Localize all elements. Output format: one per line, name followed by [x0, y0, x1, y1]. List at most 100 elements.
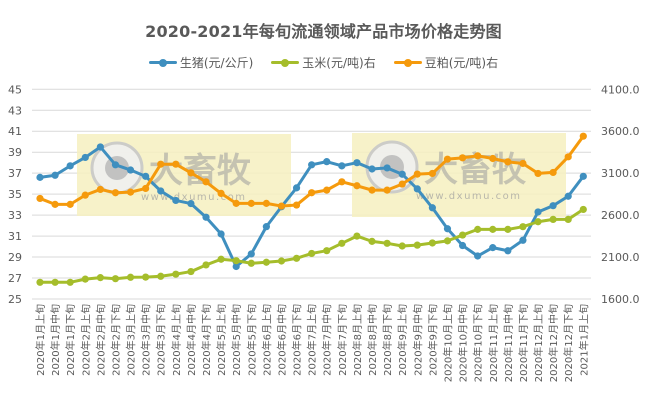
data-point-marker[interactable]: [172, 270, 180, 278]
data-point-marker[interactable]: [549, 215, 557, 223]
data-point-marker[interactable]: [353, 182, 361, 190]
data-point-marker[interactable]: [534, 169, 542, 178]
data-point-marker[interactable]: [142, 184, 150, 193]
data-point-marker[interactable]: [51, 200, 59, 208]
data-point-marker[interactable]: [428, 204, 436, 212]
data-point-marker[interactable]: [519, 223, 527, 231]
data-point-marker[interactable]: [126, 166, 135, 174]
data-point-marker[interactable]: [428, 239, 436, 247]
legend-item-pig[interactable]: 生猪(元/公斤): [148, 54, 253, 71]
data-point-marker[interactable]: [474, 225, 482, 233]
data-point-marker[interactable]: [428, 169, 436, 178]
data-point-marker[interactable]: [398, 170, 406, 178]
data-point-marker[interactable]: [338, 178, 346, 186]
data-point-marker[interactable]: [202, 213, 210, 221]
data-point-marker[interactable]: [579, 132, 587, 140]
data-point-marker[interactable]: [292, 201, 301, 209]
data-point-marker[interactable]: [534, 208, 542, 216]
data-point-marker[interactable]: [262, 258, 270, 266]
data-point-marker[interactable]: [66, 162, 74, 170]
legend-item-corn[interactable]: 玉米(元/吨)右: [271, 54, 376, 71]
data-point-marker[interactable]: [111, 275, 120, 283]
data-point-marker[interactable]: [36, 278, 44, 286]
data-point-marker[interactable]: [564, 192, 572, 200]
data-point-marker[interactable]: [413, 170, 421, 178]
data-point-marker[interactable]: [202, 178, 210, 186]
data-point-marker[interactable]: [217, 255, 225, 263]
data-point-marker[interactable]: [368, 186, 376, 194]
data-point-marker[interactable]: [157, 272, 165, 280]
legend-item-soymeal[interactable]: 豆粕(元/吨)右: [393, 54, 498, 71]
data-point-marker[interactable]: [383, 186, 391, 194]
data-point-marker[interactable]: [489, 244, 497, 252]
data-point-marker[interactable]: [277, 257, 286, 265]
data-point-marker[interactable]: [217, 230, 225, 238]
data-point-marker[interactable]: [474, 252, 482, 260]
data-point-marker[interactable]: [232, 262, 240, 271]
data-point-marker[interactable]: [519, 236, 527, 244]
data-point-marker[interactable]: [308, 249, 316, 258]
data-point-marker[interactable]: [202, 261, 210, 269]
data-point-marker[interactable]: [549, 202, 557, 210]
data-point-marker[interactable]: [81, 153, 89, 162]
data-point-marker[interactable]: [247, 250, 255, 258]
data-point-marker[interactable]: [126, 273, 135, 281]
data-point-marker[interactable]: [489, 225, 497, 233]
data-point-marker[interactable]: [81, 191, 89, 199]
data-point-marker[interactable]: [383, 239, 391, 247]
data-point-marker[interactable]: [247, 259, 255, 267]
data-point-marker[interactable]: [353, 159, 361, 167]
data-point-marker[interactable]: [308, 189, 316, 197]
data-point-marker[interactable]: [323, 158, 331, 166]
data-point-marker[interactable]: [564, 215, 572, 223]
data-point-marker[interactable]: [36, 194, 44, 203]
data-point-marker[interactable]: [111, 189, 120, 197]
data-point-marker[interactable]: [383, 164, 391, 172]
data-point-marker[interactable]: [262, 199, 270, 207]
data-point-marker[interactable]: [489, 154, 497, 163]
data-point-marker[interactable]: [66, 278, 74, 286]
data-point-marker[interactable]: [368, 237, 376, 245]
data-point-marker[interactable]: [232, 257, 240, 265]
data-point-marker[interactable]: [262, 223, 270, 231]
data-point-marker[interactable]: [579, 205, 587, 214]
data-point-marker[interactable]: [443, 237, 452, 245]
data-point-marker[interactable]: [458, 231, 467, 239]
data-point-marker[interactable]: [142, 172, 150, 180]
data-point-marker[interactable]: [292, 184, 301, 192]
data-point-marker[interactable]: [504, 247, 512, 255]
data-point-marker[interactable]: [157, 187, 165, 195]
data-point-marker[interactable]: [549, 168, 557, 177]
data-point-marker[interactable]: [323, 247, 331, 255]
data-point-marker[interactable]: [157, 160, 165, 168]
data-point-marker[interactable]: [51, 171, 59, 179]
data-point-marker[interactable]: [36, 173, 44, 181]
data-point-marker[interactable]: [504, 225, 512, 233]
data-point-marker[interactable]: [247, 199, 255, 207]
data-point-marker[interactable]: [398, 180, 406, 188]
data-point-marker[interactable]: [413, 241, 421, 249]
data-point-marker[interactable]: [66, 200, 74, 208]
data-point-marker[interactable]: [368, 165, 376, 173]
data-point-marker[interactable]: [142, 273, 150, 281]
data-point-marker[interactable]: [51, 278, 59, 286]
data-point-marker[interactable]: [111, 161, 120, 169]
data-point-marker[interactable]: [96, 274, 104, 282]
data-point-marker[interactable]: [187, 169, 195, 177]
data-point-marker[interactable]: [308, 161, 316, 169]
data-point-marker[interactable]: [458, 241, 467, 250]
data-point-marker[interactable]: [292, 254, 301, 262]
data-point-marker[interactable]: [353, 232, 361, 240]
data-point-marker[interactable]: [96, 185, 104, 194]
data-point-marker[interactable]: [504, 158, 512, 166]
data-point-marker[interactable]: [232, 199, 240, 207]
data-point-marker[interactable]: [277, 202, 286, 210]
data-point-marker[interactable]: [564, 153, 572, 161]
data-point-marker[interactable]: [443, 155, 452, 163]
data-point-marker[interactable]: [519, 159, 527, 168]
data-point-marker[interactable]: [338, 239, 346, 247]
data-point-marker[interactable]: [458, 154, 467, 162]
data-point-marker[interactable]: [81, 275, 89, 283]
data-point-marker[interactable]: [338, 162, 346, 170]
data-point-marker[interactable]: [217, 189, 225, 197]
